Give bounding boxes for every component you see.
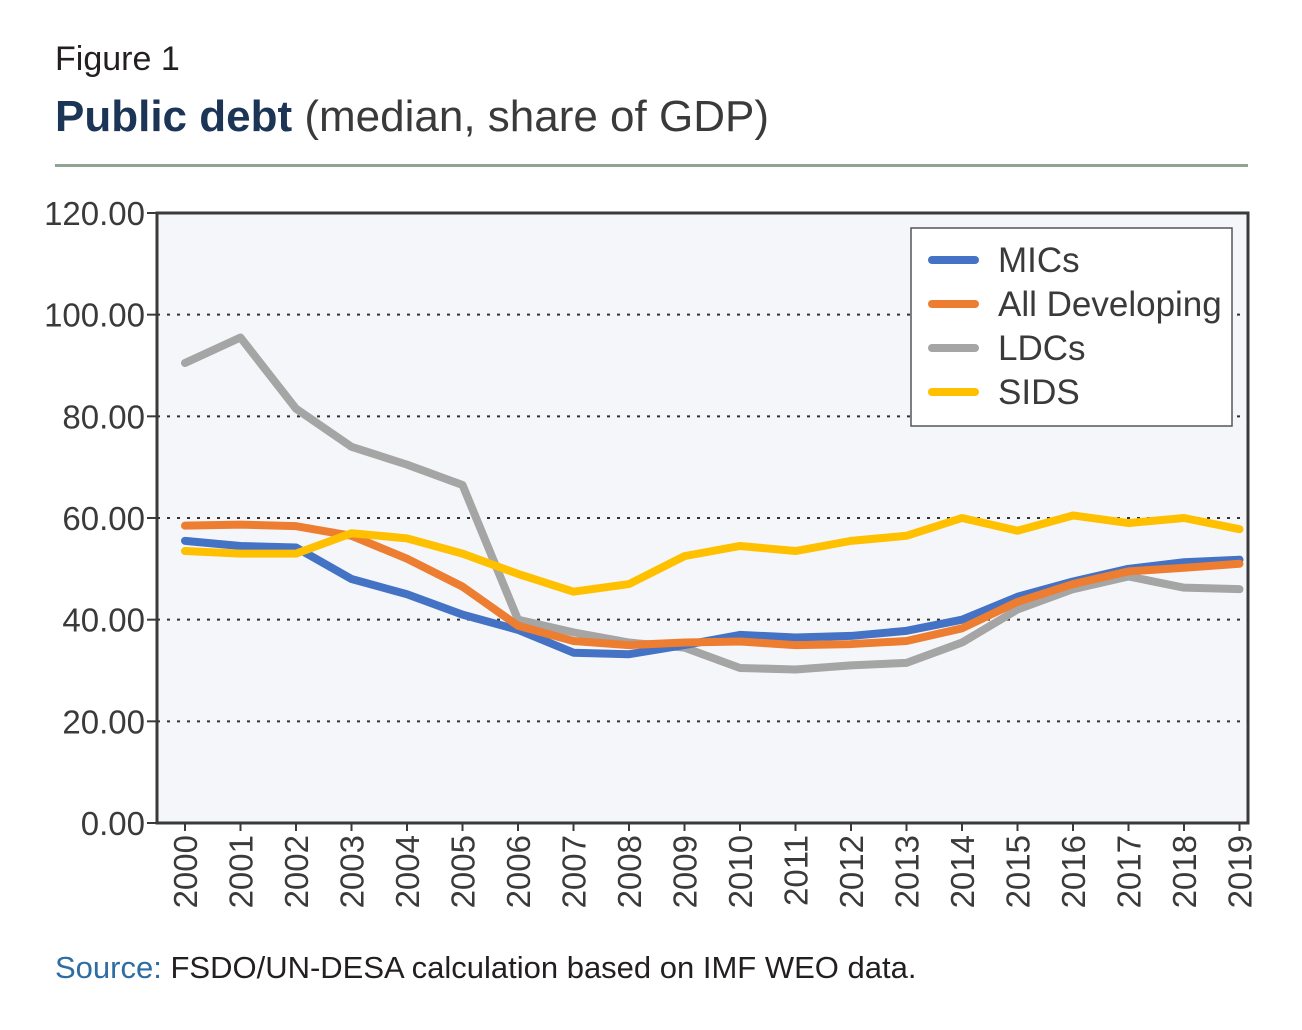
legend-label: MICs: [998, 241, 1080, 280]
figure-label: Figure 1: [55, 40, 180, 78]
x-tick-label: 2002: [278, 835, 315, 908]
x-tick-label: 2012: [833, 835, 870, 908]
source-note: Source: FSDO/UN-DESA calculation based o…: [55, 950, 916, 986]
title-bold: Public debt: [55, 92, 293, 141]
legend-label: All Developing: [998, 285, 1222, 324]
series-line-sids: [181, 511, 1244, 596]
x-tick-label: 2014: [944, 835, 981, 908]
x-tick-label: 2005: [445, 835, 482, 908]
x-tick-label: 2003: [334, 835, 371, 908]
y-tick-label: 100.00: [44, 297, 145, 334]
legend: MICs All Developing LDCs SIDS: [910, 227, 1233, 427]
y-tick-label: 0.00: [81, 805, 145, 842]
series-line-all-developing: [181, 520, 1244, 650]
figure-title: Public debt (median, share of GDP): [55, 92, 769, 142]
y-tick-label: 40.00: [62, 602, 145, 639]
series-lines: [181, 333, 1244, 674]
x-tick-label: 2011: [778, 835, 815, 906]
y-tick-label: 80.00: [62, 398, 145, 435]
x-tick-label: 2007: [556, 835, 593, 908]
series-line-ldcs: [181, 333, 1244, 674]
gridlines: [157, 313, 1248, 723]
y-tick-label: 60.00: [62, 500, 145, 537]
x-tick-label: 2013: [889, 835, 926, 908]
x-tick-label: 2017: [1111, 835, 1148, 908]
x-tick-label: 2010: [722, 835, 759, 908]
title-rest: (median, share of GDP): [304, 92, 769, 141]
x-axis-ticks: 2000 2001 2002 2003 2004 2005 2006 2007 2008 2009…: [167, 823, 1259, 908]
x-tick-label: 2015: [1000, 835, 1037, 908]
x-tick-label: 2004: [389, 835, 426, 908]
x-tick-label: 2008: [611, 835, 648, 908]
legend-label: LDCs: [998, 329, 1086, 368]
source-text: FSDO/UN-DESA calculation based on IMF WE…: [170, 950, 917, 985]
x-tick-label: 2018: [1166, 835, 1203, 908]
x-tick-label: 2000: [167, 835, 204, 908]
source-label: Source:: [55, 950, 162, 985]
legend-label: SIDS: [998, 373, 1080, 412]
y-tick-label: 20.00: [62, 703, 145, 740]
x-tick-label: 2009: [667, 835, 704, 908]
y-axis-ticks: 0.00 20.00 40.00 60.00 80.00 100.00 120.00: [44, 195, 157, 842]
x-tick-label: 2016: [1055, 835, 1092, 908]
title-divider: [55, 164, 1248, 167]
x-tick-label: 2001: [223, 835, 260, 908]
x-tick-label: 2006: [500, 835, 537, 908]
y-tick-label: 120.00: [44, 195, 145, 232]
x-tick-label: 2019: [1222, 835, 1259, 908]
